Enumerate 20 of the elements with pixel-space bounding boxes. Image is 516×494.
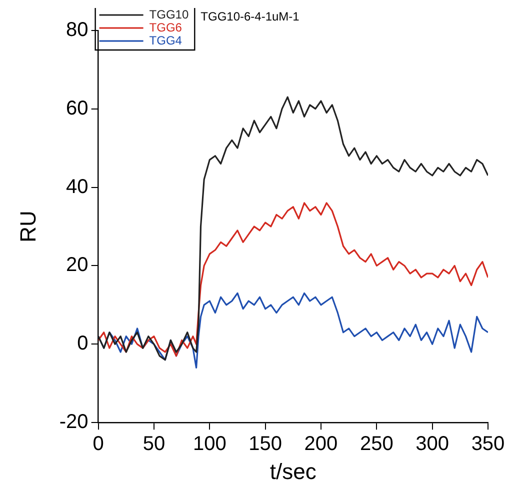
- y-tick-label: 60: [66, 97, 88, 120]
- x-tick-label: 300: [416, 433, 450, 456]
- x-tick-label: 50: [142, 433, 166, 456]
- x-tick-label: 0: [92, 433, 104, 456]
- x-tick-label: 250: [360, 433, 394, 456]
- y-tick-label: -20: [59, 411, 88, 434]
- y-tick-label: 40: [66, 176, 88, 198]
- y-tick-label: 0: [77, 332, 88, 355]
- x-tick-label: 100: [192, 433, 226, 456]
- x-tick-label: 150: [248, 433, 282, 456]
- x-axis-title: t/sec: [270, 458, 316, 484]
- legend-label: TGG6: [149, 20, 182, 34]
- legend-label: TGG10: [149, 7, 189, 22]
- x-tick-label: 200: [304, 433, 338, 456]
- y-tick-label: 20: [66, 254, 88, 276]
- chart-title: TGG10-6-4-1uM-1: [200, 10, 300, 24]
- x-tick-label: 350: [471, 433, 505, 456]
- legend-label: TGG4: [149, 33, 182, 48]
- y-tick-label: 80: [66, 18, 88, 41]
- y-axis-title: RU: [15, 210, 40, 242]
